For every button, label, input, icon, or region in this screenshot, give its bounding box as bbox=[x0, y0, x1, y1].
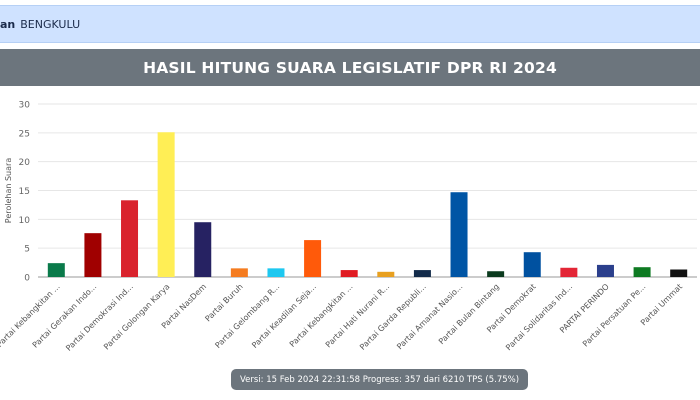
y-tick-label: 25 bbox=[19, 129, 30, 139]
y-tick-label: 15 bbox=[19, 187, 30, 197]
bar[interactable] bbox=[633, 267, 651, 277]
bar[interactable] bbox=[670, 269, 688, 277]
x-tick-label: Partai Gelombang R... bbox=[213, 282, 281, 350]
bar[interactable] bbox=[596, 264, 614, 277]
y-tick-label: 5 bbox=[24, 245, 30, 255]
y-tick-label: 30 bbox=[19, 101, 31, 111]
x-tick-label: Partai Gerakan Indo... bbox=[31, 282, 99, 350]
bar[interactable] bbox=[47, 263, 65, 277]
bar[interactable] bbox=[121, 200, 139, 277]
bar-chart: 0 5 10 15 20 25 30 Perolehan Suara Partai Kebang… bbox=[0, 101, 697, 353]
x-tick-label: Partai Demokrasi Ind... bbox=[64, 282, 135, 353]
region-bar: an BENGKULU bbox=[0, 5, 700, 43]
bar[interactable] bbox=[560, 267, 578, 277]
bar[interactable] bbox=[413, 270, 431, 277]
bar[interactable] bbox=[267, 268, 285, 277]
y-tick-label: 20 bbox=[19, 158, 31, 168]
x-tick-label: Partai Garda Republi... bbox=[358, 282, 428, 352]
version-progress-badge: Versi: 15 Feb 2024 22:31:58 Progress: 35… bbox=[231, 369, 529, 390]
x-tick-label: Partai Bulan Bintang bbox=[437, 282, 501, 346]
x-tick-label: Partai Persatuan Pe... bbox=[581, 282, 648, 349]
x-tick-label: Partai Kebangkitan ... bbox=[288, 282, 355, 349]
bar[interactable] bbox=[340, 270, 358, 277]
x-tick-label: Partai Hati Nurani R... bbox=[324, 282, 391, 349]
bar[interactable] bbox=[157, 132, 175, 277]
bar[interactable] bbox=[523, 252, 541, 277]
x-tick-label: Partai Golongan Karya bbox=[102, 282, 172, 352]
chart-title: HASIL HITUNG SUARA LEGISLATIF DPR RI 202… bbox=[0, 49, 700, 86]
region-name: BENGKULU bbox=[20, 17, 81, 31]
bar[interactable] bbox=[84, 233, 102, 277]
bar[interactable] bbox=[377, 271, 395, 277]
region-prefix: an bbox=[0, 17, 16, 31]
x-tick-label: Partai Keadilan Seja... bbox=[250, 282, 318, 350]
bar[interactable] bbox=[194, 222, 212, 277]
x-tick-label: Partai Amanat Nasio... bbox=[395, 282, 464, 351]
y-tick-label: 10 bbox=[19, 216, 31, 226]
y-tick-label: 0 bbox=[24, 274, 30, 284]
x-tick-label: Partai Kebangkitan ... bbox=[0, 282, 62, 349]
bar[interactable] bbox=[230, 268, 248, 277]
bar[interactable] bbox=[304, 240, 322, 277]
y-axis-label: Perolehan Suara bbox=[4, 158, 13, 224]
x-tick-label: Partai Solidaritas Ind... bbox=[504, 282, 574, 352]
bar[interactable] bbox=[487, 271, 505, 277]
bar[interactable] bbox=[450, 192, 468, 277]
